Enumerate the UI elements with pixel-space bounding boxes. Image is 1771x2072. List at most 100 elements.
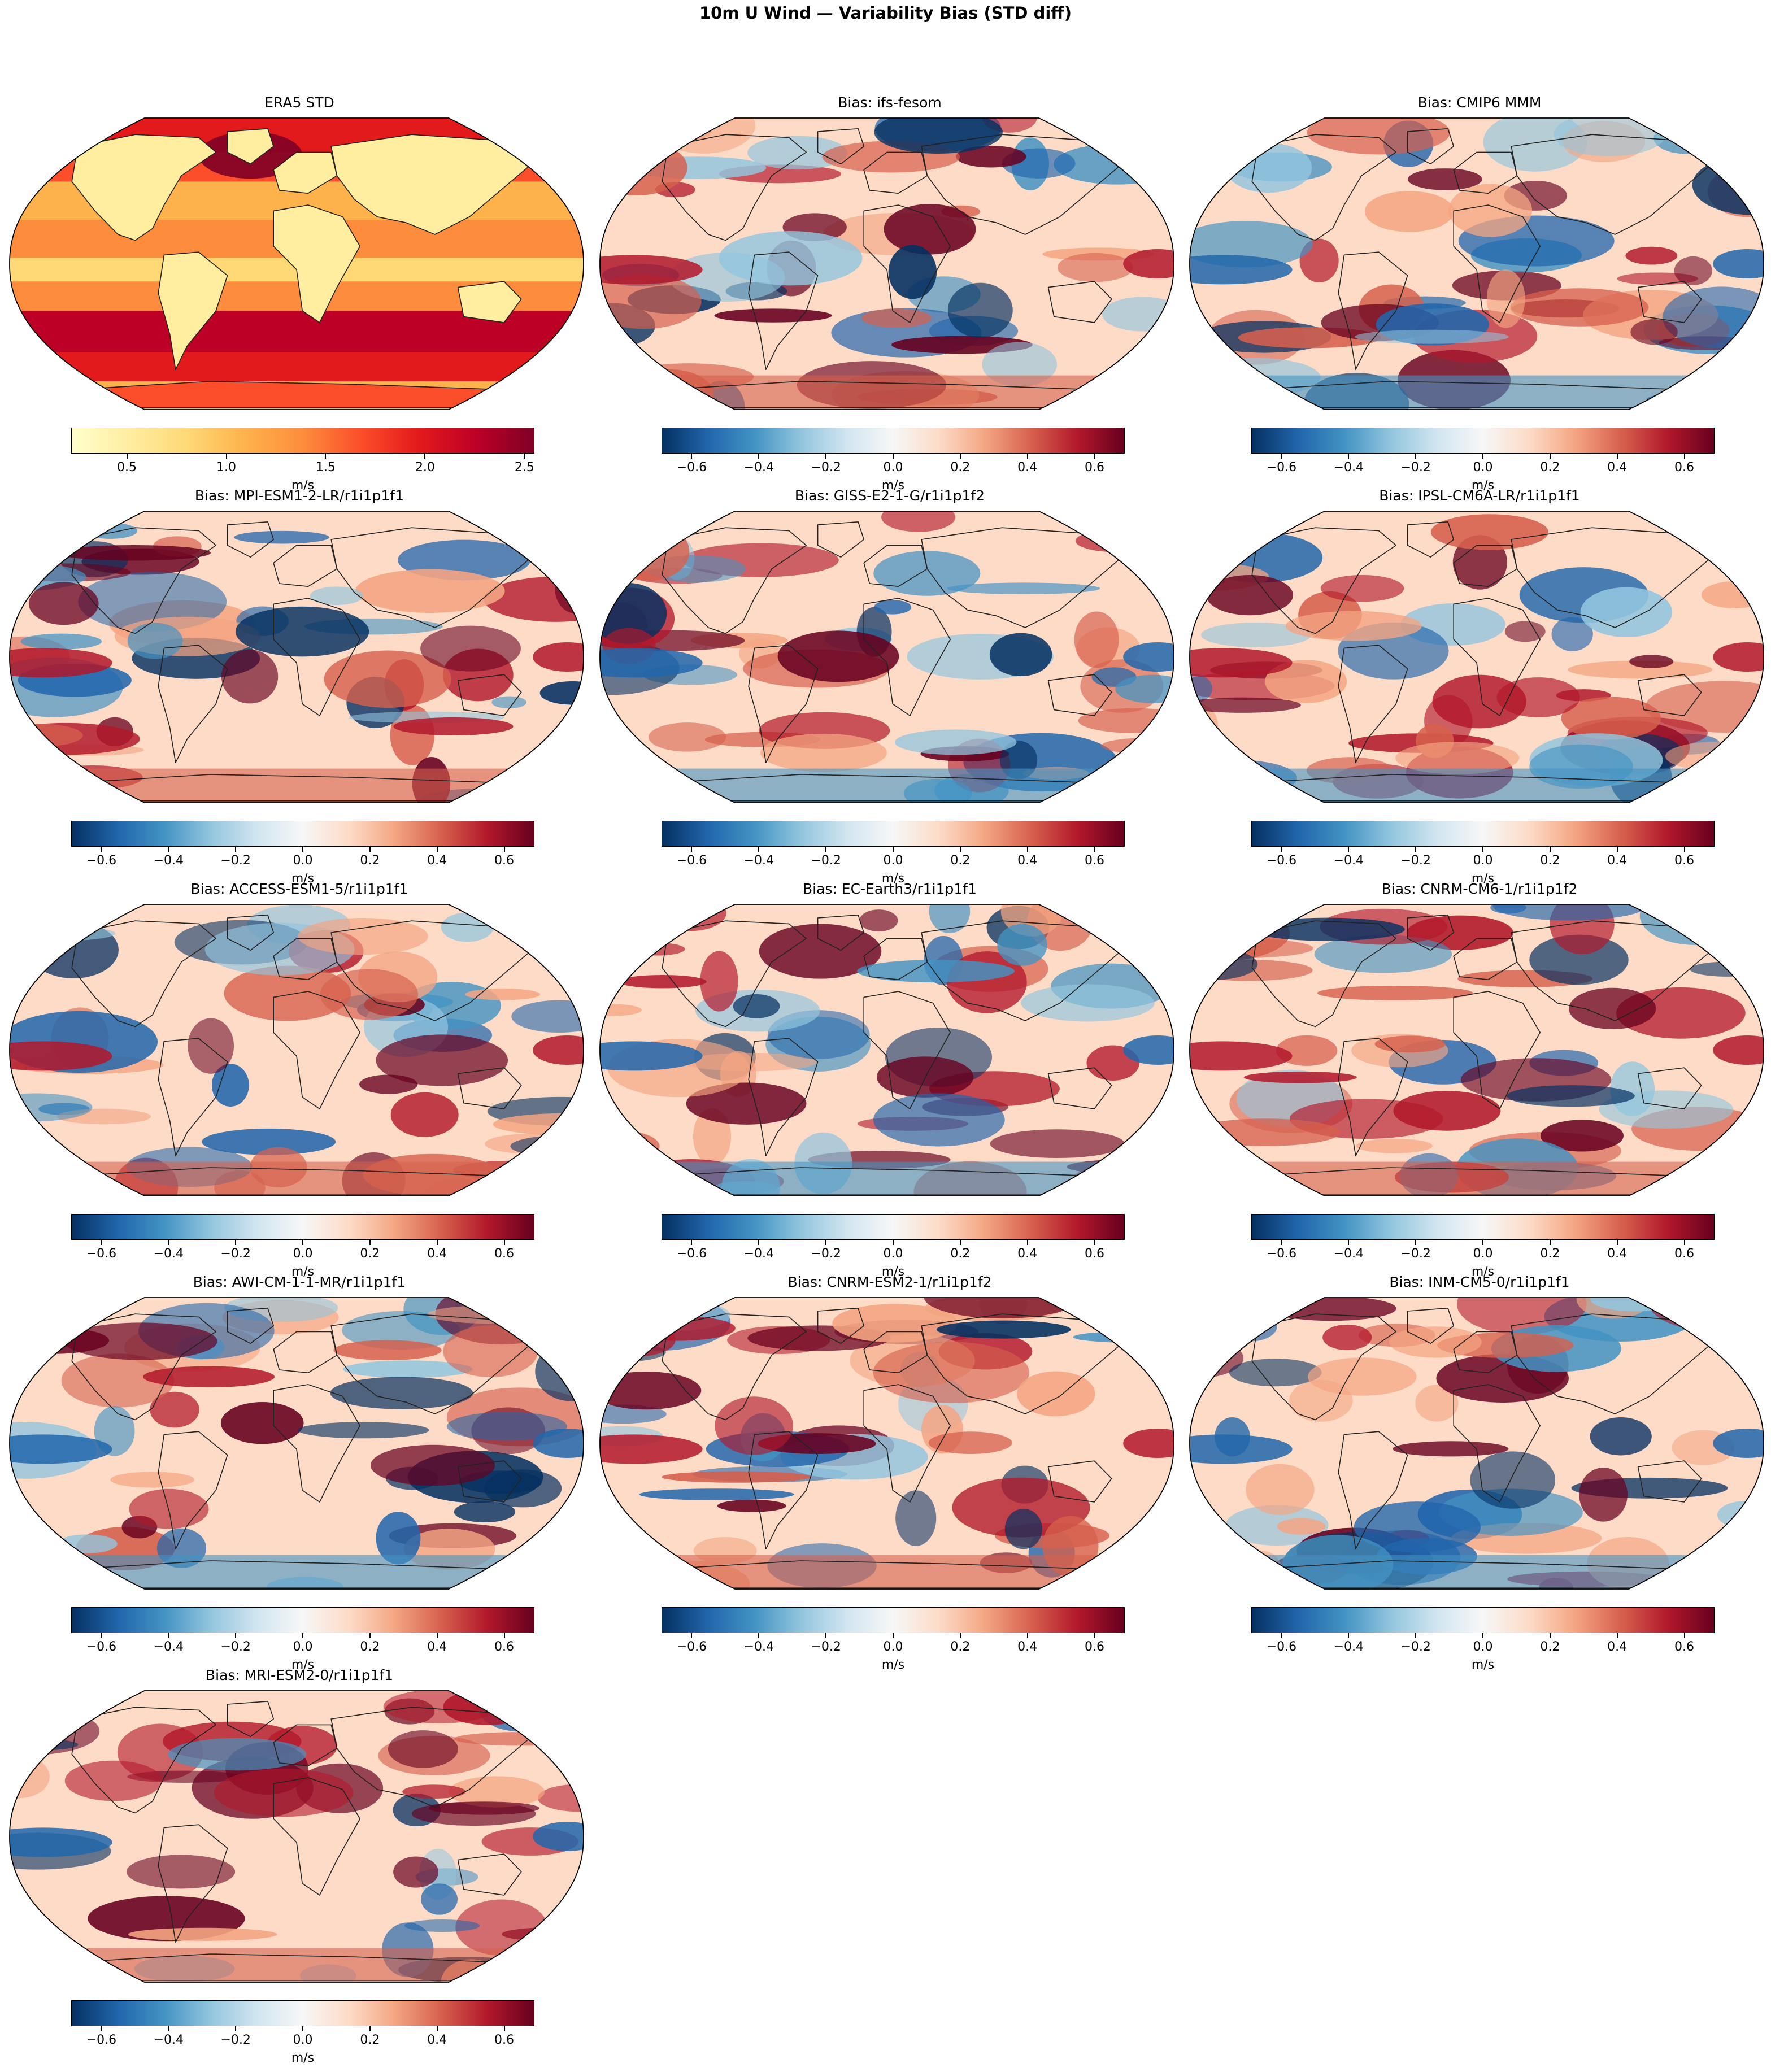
colorbar-units: m/s bbox=[881, 1658, 905, 1672]
map-outline bbox=[9, 1690, 584, 1983]
map-panel bbox=[9, 511, 584, 803]
colorbar-tick-label: −0.2 bbox=[811, 460, 841, 475]
colorbar-tick-label: −0.4 bbox=[1333, 1640, 1364, 1654]
colorbar-tick bbox=[1549, 847, 1551, 852]
colorbar-tick bbox=[1281, 1240, 1282, 1245]
coastline-greenland bbox=[1407, 1307, 1455, 1344]
colorbar-tick bbox=[691, 454, 693, 459]
colorbar-tick bbox=[1616, 1633, 1618, 1638]
colorbar-tick-label: −0.6 bbox=[86, 1640, 117, 1654]
colorbar-tick bbox=[1549, 1240, 1551, 1245]
colorbar-tick bbox=[1683, 454, 1685, 459]
colorbar-tick-label: 0.2 bbox=[950, 1247, 971, 1261]
colorbar-tick-label: −0.6 bbox=[676, 854, 707, 868]
colorbar-tick bbox=[1415, 1240, 1417, 1245]
panel-title: Bias: AWI-CM-1-1-MR/r1i1p1f1 bbox=[193, 1274, 406, 1290]
coastline-north-america bbox=[1251, 134, 1397, 241]
map-panel bbox=[599, 511, 1174, 803]
coastline-south-america bbox=[1338, 645, 1408, 764]
coastline-greenland bbox=[817, 128, 865, 164]
coastline-australia bbox=[1637, 281, 1702, 323]
coastline-north-america bbox=[71, 134, 217, 241]
colorbar-tick-label: 2.0 bbox=[415, 460, 435, 475]
colorbar-tick-label: 0.0 bbox=[883, 460, 903, 475]
coastline-africa bbox=[1453, 991, 1541, 1109]
coastline-north-america bbox=[71, 527, 217, 634]
coastline-greenland bbox=[227, 128, 275, 164]
coastline-south-america bbox=[158, 1038, 228, 1157]
colorbar-tick bbox=[101, 847, 102, 852]
colorbar-units: m/s bbox=[291, 1658, 315, 1672]
coastline-africa bbox=[1453, 204, 1541, 323]
coastline-australia bbox=[1047, 1067, 1112, 1109]
colorbar-tick-label: 0.0 bbox=[1473, 1247, 1493, 1261]
colorbar-tick-label: 0.0 bbox=[1473, 460, 1493, 475]
colorbar-tick bbox=[369, 1633, 371, 1638]
colorbar-tick-label: −0.2 bbox=[811, 1640, 841, 1654]
colorbar-tick-label: 0.6 bbox=[1085, 1640, 1105, 1654]
colorbar-tick-label: 0.4 bbox=[1607, 854, 1628, 868]
colorbar-tick bbox=[235, 2026, 237, 2031]
coastline-australia bbox=[457, 674, 522, 716]
colorbar-tick bbox=[302, 1633, 303, 1638]
coastline-greenland bbox=[1407, 521, 1455, 558]
colorbar-tick-label: 0.0 bbox=[1473, 1640, 1493, 1654]
colorbar-tick-label: 0.4 bbox=[1607, 460, 1628, 475]
panel-title: Bias: MPI-ESM1-2-LR/r1i1p1f1 bbox=[194, 487, 404, 504]
colorbar-tick-label: −0.6 bbox=[86, 854, 117, 868]
coastline-south-america bbox=[748, 251, 819, 371]
coastline-africa bbox=[863, 991, 951, 1109]
colorbar-tick bbox=[1026, 1633, 1028, 1638]
colorbar-tick bbox=[959, 1633, 961, 1638]
colorbar bbox=[662, 821, 1125, 847]
colorbar-tick bbox=[691, 1633, 693, 1638]
colorbar-tick bbox=[503, 847, 505, 852]
coastline-africa bbox=[1453, 1384, 1541, 1503]
colorbar-tick bbox=[1026, 847, 1028, 852]
colorbar bbox=[71, 428, 534, 454]
coastline-africa bbox=[273, 1777, 361, 1896]
colorbar-tick bbox=[1482, 1633, 1483, 1638]
coastline-north-america bbox=[662, 134, 807, 241]
colorbar-tick bbox=[436, 1633, 438, 1638]
coastline-asia bbox=[1511, 527, 1720, 628]
coastline-north-america bbox=[662, 527, 807, 634]
colorbar-tick-label: 0.6 bbox=[1674, 460, 1695, 475]
map-panel bbox=[9, 1690, 584, 1983]
map-panel bbox=[1189, 1297, 1764, 1590]
colorbar-tick-label: −0.6 bbox=[1266, 854, 1297, 868]
colorbar-tick bbox=[1281, 454, 1282, 459]
colorbar-tick bbox=[369, 847, 371, 852]
colorbar-tick-label: −0.4 bbox=[1333, 460, 1364, 475]
colorbar-tick-label: −0.2 bbox=[220, 2033, 251, 2047]
coastline-greenland bbox=[227, 1307, 275, 1344]
coastline-australia bbox=[1637, 674, 1702, 716]
colorbar-tick bbox=[1683, 847, 1685, 852]
colorbar-units: m/s bbox=[291, 1265, 315, 1279]
map-panel bbox=[9, 117, 584, 410]
colorbar-tick-label: 0.2 bbox=[1540, 854, 1560, 868]
colorbar bbox=[1251, 821, 1715, 847]
colorbar-tick bbox=[424, 454, 426, 459]
colorbar-tick-label: −0.6 bbox=[86, 2033, 117, 2047]
colorbar-tick bbox=[503, 1633, 505, 1638]
colorbar-tick bbox=[1482, 847, 1483, 852]
colorbar bbox=[662, 1214, 1125, 1240]
coastline-asia bbox=[921, 1313, 1130, 1414]
coastline-greenland bbox=[817, 914, 865, 951]
colorbar-tick bbox=[1549, 454, 1551, 459]
colorbar-tick-label: 0.4 bbox=[1017, 1247, 1038, 1261]
coastline-australia bbox=[457, 1460, 522, 1503]
colorbar-tick bbox=[235, 1240, 237, 1245]
colorbar-tick bbox=[302, 1240, 303, 1245]
colorbar-tick-label: 0.4 bbox=[427, 1640, 447, 1654]
coastline-africa bbox=[863, 598, 951, 716]
colorbar-tick-label: 0.0 bbox=[293, 1247, 313, 1261]
map-panel bbox=[1189, 904, 1764, 1196]
colorbar-tick bbox=[168, 847, 169, 852]
colorbar-tick bbox=[1683, 1240, 1685, 1245]
colorbar-tick bbox=[825, 1633, 827, 1638]
coastline-africa bbox=[863, 204, 951, 323]
coastline-australia bbox=[457, 1067, 522, 1109]
colorbar-tick bbox=[1094, 847, 1095, 852]
